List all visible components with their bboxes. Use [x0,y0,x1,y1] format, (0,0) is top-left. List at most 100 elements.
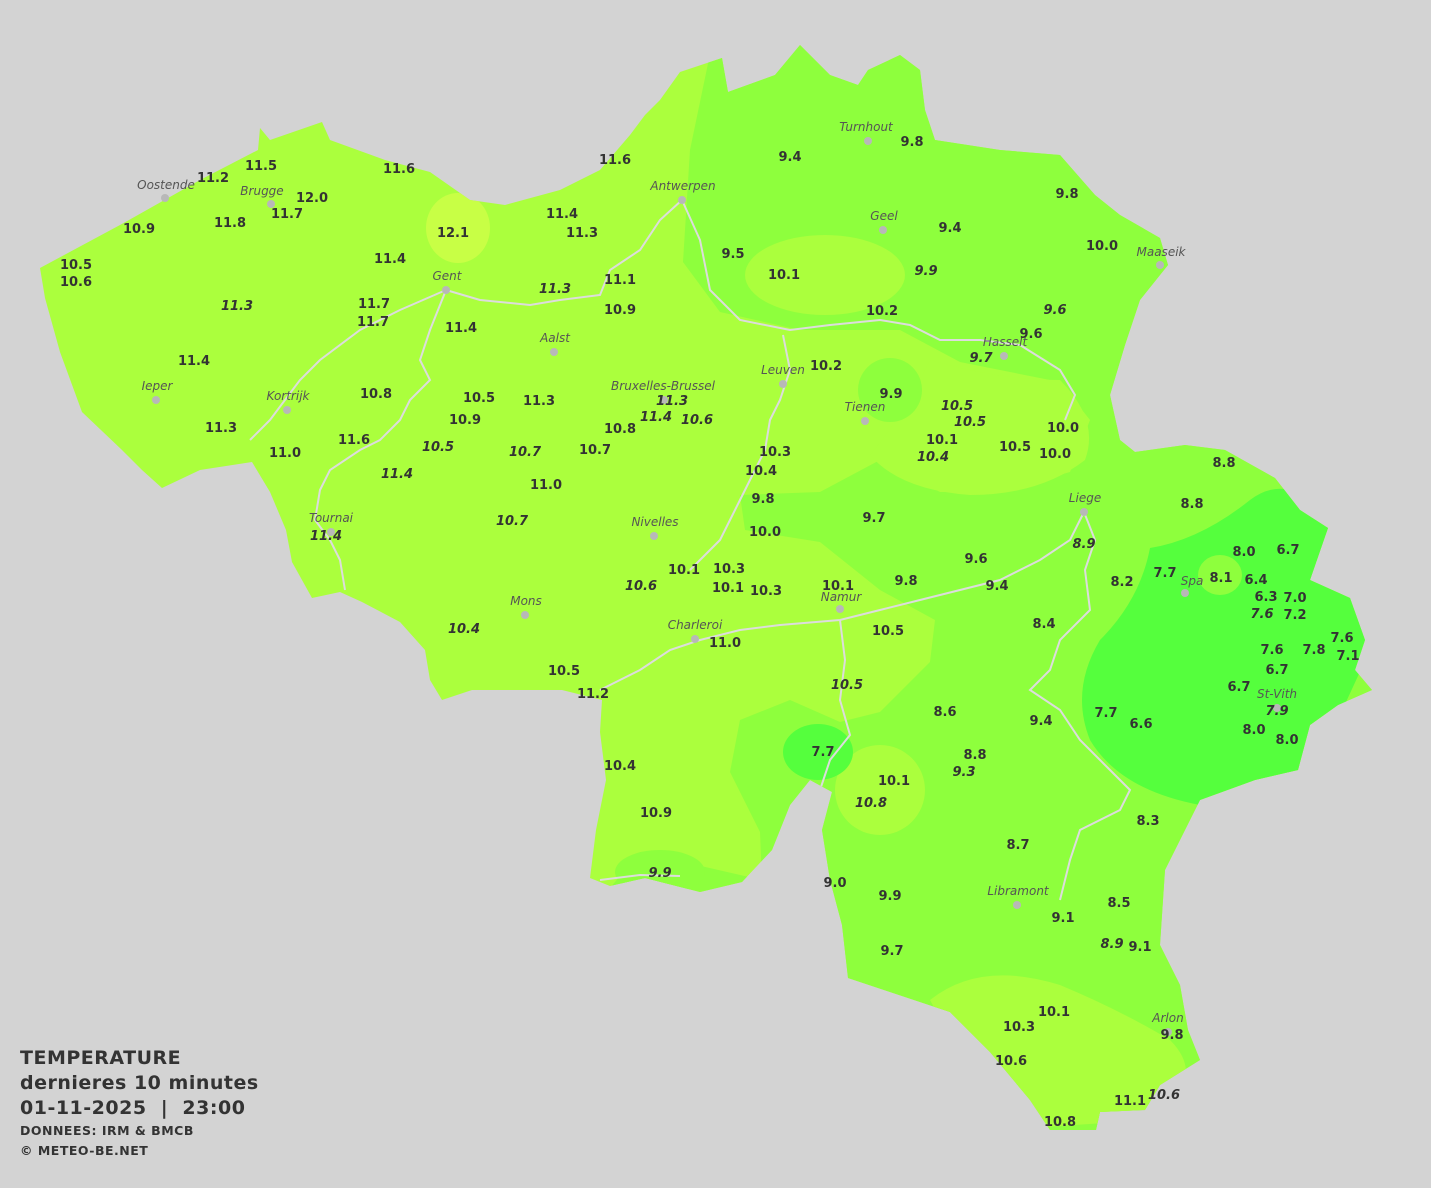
city-label: Leuven [761,363,805,377]
station-temperature: 10.7 [579,443,611,458]
station-temperature: 9.9 [914,264,937,279]
station-temperature: 10.3 [1003,1020,1035,1035]
station-temperature: 11.4 [546,207,578,222]
city-turnhout: Turnhout [839,120,894,145]
station-temperature: 9.9 [648,866,671,881]
station-temperature: 11.4 [178,354,210,369]
station-temperature: 10.6 [1148,1088,1180,1103]
city-ieper: Ieper [142,379,174,404]
station-temperature: 7.7 [1153,566,1176,581]
city-leuven: Leuven [761,363,805,388]
station-temperature: 10.4 [745,464,777,479]
station-temperature: 11.1 [604,273,636,288]
city-dot [442,286,450,294]
station-temperature: 10.5 [831,678,863,693]
station-temperature: 10.1 [668,563,700,578]
legend-source: DONNEES: IRM & BMCB [20,1123,194,1138]
city-tournai: Tournai [309,511,354,536]
station-temperature: 9.7 [880,944,903,959]
city-dot [650,532,658,540]
station-temperature: 10.4 [604,759,636,774]
station-temperature: 11.3 [656,394,688,409]
station-temperature: 11.6 [383,162,415,177]
station-temperature: 10.3 [713,562,745,577]
station-temperature: 9.8 [751,492,774,507]
city-label: Libramont [987,884,1050,898]
legend-period: dernieres 10 minutes [20,1072,259,1094]
city-dot [660,396,668,404]
station-temperature: 10.8 [1044,1115,1076,1130]
station-temperature: 8.2 [1110,575,1133,590]
station-temperature: 11.4 [640,410,672,425]
station-temperature: 11.8 [214,216,246,231]
city-dot [864,137,872,145]
station-temperature: 11.3 [566,226,598,241]
city-dot [521,611,529,619]
station-temperature: 8.5 [1107,896,1130,911]
city-label: Hasselt [983,335,1029,349]
station-temperature: 11.7 [357,315,389,330]
city-dot [152,396,160,404]
city-antwerpen: Antwerpen [649,179,716,204]
station-temperature: 7.0 [1283,591,1306,606]
station-temperature: 9.6 [1019,327,1042,342]
city-label: Maaseik [1137,245,1187,259]
station-temperature: 10.5 [60,258,92,273]
station-temperature: 11.3 [539,282,571,297]
city-label: Ieper [142,379,174,393]
station-temperature: 8.4 [1032,617,1055,632]
station-temperature: 10.0 [749,525,781,540]
city-dot [1013,901,1021,909]
zone-cold-blob [783,724,853,780]
station-temperature: 11.6 [338,433,370,448]
city-label: Oostende [137,178,195,192]
legend-datetime: 01-11-2025 | 23:00 [20,1097,246,1119]
station-temperature: 6.7 [1227,680,1250,695]
city-aalst: Aalst [539,331,571,356]
city-charleroi: Charleroi [668,618,723,643]
station-temperature: 10.8 [360,387,392,402]
station-temperature: 10.9 [449,413,481,428]
station-temperature: 10.4 [448,622,480,637]
station-temperature: 7.2 [1283,608,1306,623]
city-label: Mons [510,594,542,608]
city-dot [1181,589,1189,597]
station-temperature: 10.9 [604,303,636,318]
city-oostende: Oostende [137,178,195,202]
city-dot [1273,704,1281,712]
city-geel: Geel [870,209,898,234]
station-temperature: 11.3 [523,394,555,409]
station-temperature: 11.4 [310,529,342,544]
city-label: Kortrijk [267,389,311,403]
station-temperature: 11.0 [269,446,301,461]
station-temperature: 9.4 [985,579,1008,594]
legend-copyright: © METEO-BE.NET [20,1143,149,1158]
station-temperature: 10.8 [604,422,636,437]
station-temperature: 10.1 [1038,1005,1070,1020]
station-temperature: 10.9 [123,222,155,237]
station-temperature: 6.4 [1244,573,1267,588]
station-temperature: 10.7 [496,514,529,529]
station-temperature: 11.3 [221,299,253,314]
city-label: Bruxelles-Brussel [611,379,716,393]
station-temperature: 10.3 [750,584,782,599]
station-temperature: 9.4 [938,221,961,236]
station-temperature: 10.5 [941,399,973,414]
city-spa: Spa [1181,574,1203,597]
station-temperature: 9.3 [952,765,975,780]
station-temperature: 7.8 [1302,643,1325,658]
station-temperature: 10.5 [548,664,580,679]
station-temperature: 6.7 [1276,543,1299,558]
station-temperature: 11.6 [599,153,631,168]
station-temperature: 9.8 [1160,1028,1183,1043]
station-temperature: 10.8 [855,796,887,811]
city-namur: Namur [821,590,862,613]
station-temperature: 6.7 [1265,663,1288,678]
city-label: Antwerpen [649,179,715,193]
station-temperature: 11.4 [374,252,406,267]
city-dot [1000,352,1008,360]
city-label: Turnhout [839,120,894,134]
station-temperature: 9.5 [721,247,744,262]
station-temperature: 9.4 [778,150,801,165]
